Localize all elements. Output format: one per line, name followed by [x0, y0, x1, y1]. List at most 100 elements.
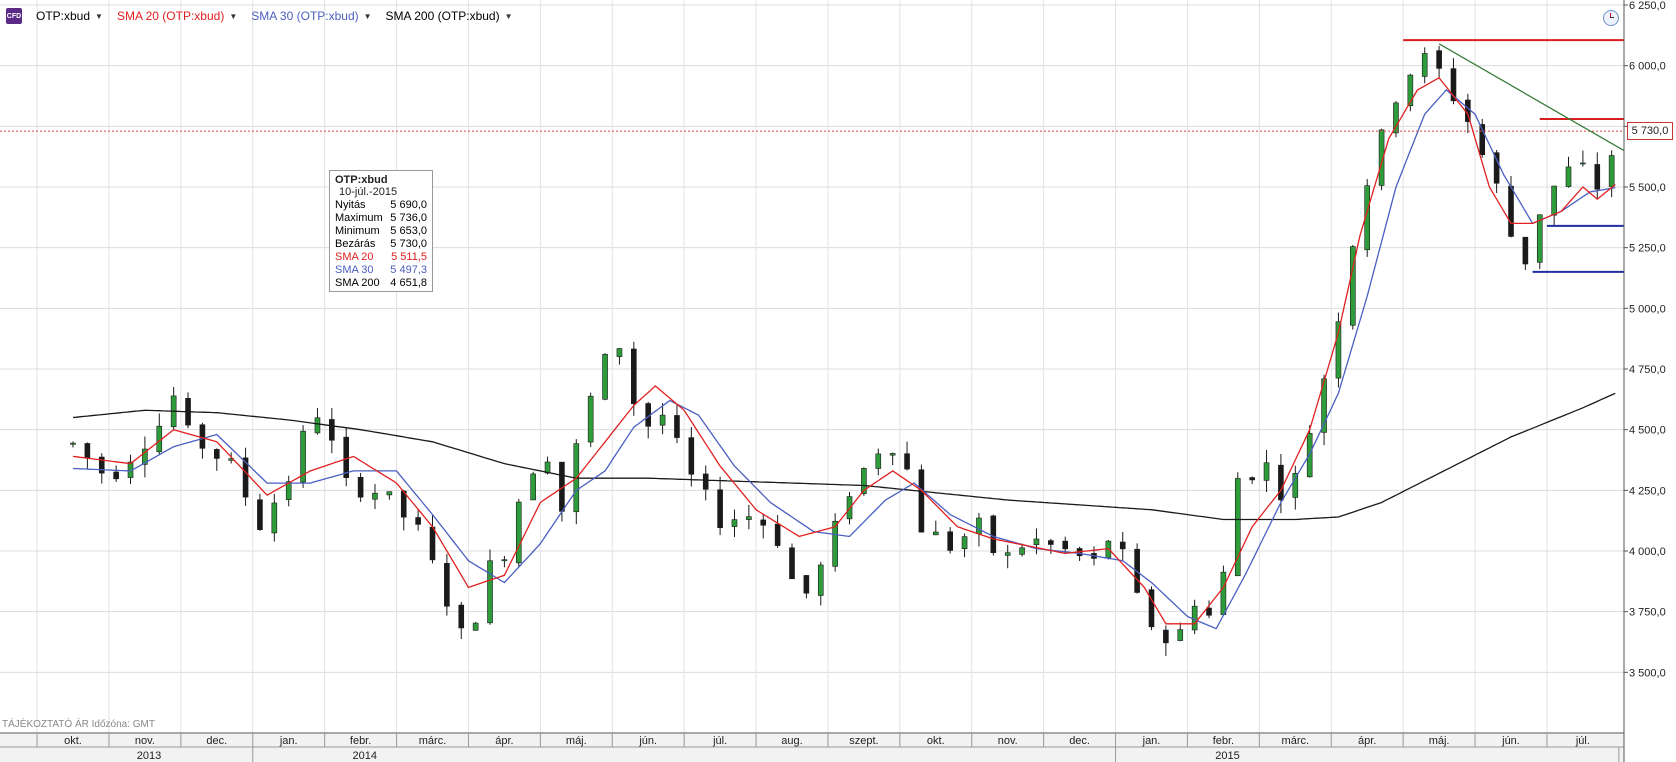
x-tick-label: szept. [849, 735, 878, 747]
candle-up [1177, 629, 1184, 641]
sma30-line [72, 88, 1616, 630]
infobox-row: Minimum 5 653,0 [335, 225, 427, 238]
legend-label-price: OTP:xbud [36, 9, 91, 23]
trendline [1438, 43, 1625, 152]
candle-up [932, 531, 939, 536]
candle-up [1407, 74, 1414, 107]
candle-down [1048, 540, 1054, 545]
x-tick-label: okt. [64, 735, 82, 747]
candle-up [731, 519, 738, 527]
candle-up [372, 492, 378, 500]
infobox-row: Nyitás 5 690,0 [335, 199, 427, 212]
candle-down [1508, 185, 1514, 237]
y-tick-label: 4 000,0 [1629, 546, 1666, 558]
candle-down [1119, 541, 1126, 550]
infobox-date: 10-júl.-2015 [339, 186, 398, 198]
x-tick-label: máj. [1429, 735, 1450, 747]
y-tick-label: 6 250,0 [1629, 0, 1666, 12]
candle-up [1004, 552, 1011, 556]
legend-item-sma30[interactable]: SMA 30 (OTP:xbud) ▼ [251, 9, 371, 23]
y-tick-label: 5 000,0 [1629, 303, 1666, 315]
legend-label-sma30: SMA 30 (OTP:xbud) [251, 9, 359, 23]
candle-down [1206, 607, 1212, 616]
data-infobox: OTP:xbud 10-júl.-2015 Nyitás 5 690,0 Maxim… [329, 170, 433, 292]
infobox-row-value: 5 736,0 [390, 212, 427, 224]
infobox-row-value: 5 690,0 [390, 199, 427, 211]
candle-down [918, 469, 925, 533]
chevron-down-icon[interactable]: ▼ [229, 11, 238, 21]
candle-up [1292, 473, 1299, 498]
x-tick-label: febr. [350, 735, 371, 747]
legend-bar: CFD OTP:xbud ▼ SMA 20 (OTP:xbud) ▼ SMA 3… [6, 6, 513, 26]
candle-down [329, 419, 335, 441]
candle-down [688, 437, 695, 475]
chevron-down-icon[interactable]: ▼ [363, 11, 372, 21]
cfd-icon[interactable]: CFD [6, 8, 22, 24]
x-tick-label: júl. [712, 735, 727, 747]
candle-down [631, 348, 637, 405]
candle-up [271, 502, 278, 534]
chevron-down-icon[interactable]: ▼ [504, 11, 513, 21]
candle-down [444, 563, 450, 607]
legend-label-sma20: SMA 20 (OTP:xbud) [116, 9, 225, 23]
candle-up [472, 622, 479, 631]
x-tick-label: jún. [1501, 735, 1520, 747]
infobox-row-label: Bezárás [335, 238, 376, 250]
candle-down [214, 449, 220, 459]
clock-icon[interactable] [1603, 10, 1619, 26]
y-tick-label: 4 750,0 [1629, 364, 1666, 376]
candle-down [1163, 629, 1169, 644]
candle-up [70, 442, 76, 445]
candle-down [789, 547, 795, 580]
candle-up [875, 453, 882, 469]
candle-down [1493, 152, 1500, 184]
candle-up [1565, 166, 1572, 187]
x-tick-label: nov. [998, 735, 1018, 747]
candle-up [1220, 571, 1227, 615]
infobox-row-label: Minimum [335, 225, 380, 237]
candle-down [199, 424, 206, 449]
infobox-row-label: SMA 30 [335, 264, 374, 276]
y-tick-label: 3 750,0 [1629, 607, 1666, 619]
legend-item-price[interactable]: OTP:xbud ▼ [36, 9, 103, 23]
legend-item-sma200[interactable]: SMA 200 (OTP:xbud) ▼ [386, 9, 513, 23]
candle-up [314, 417, 321, 434]
candle-up [285, 481, 292, 500]
candle-up [1421, 53, 1428, 77]
current-price-tag: 5 730,0 [1627, 122, 1673, 140]
chevron-down-icon[interactable]: ▼ [95, 11, 103, 21]
candle-down [760, 519, 767, 526]
candle-up [1378, 129, 1385, 186]
x-tick-label: aug. [781, 735, 802, 747]
candle-up [530, 473, 536, 501]
footer-note: TÁJÉKOZTATÓ ÁR Időzóna: GMT [2, 719, 155, 730]
x-tick-label: júl. [1575, 735, 1590, 747]
candle-up [487, 560, 493, 624]
candle-down [803, 575, 810, 594]
candle-up [817, 564, 824, 596]
x-tick-label: febr. [1213, 735, 1234, 747]
candle-up [515, 501, 522, 564]
legend-item-sma20[interactable]: SMA 20 (OTP:xbud) ▼ [117, 9, 237, 23]
candle-up [861, 468, 867, 495]
candle-down [257, 499, 263, 530]
year-label: 2015 [1215, 750, 1239, 762]
candle-up [659, 414, 666, 426]
y-tick-label: 5 250,0 [1629, 243, 1666, 255]
y-tick-label: 6 000,0 [1629, 61, 1666, 73]
candle-up [616, 348, 623, 357]
infobox-row-label: Maximum [335, 212, 383, 224]
year-label: 2014 [353, 750, 377, 762]
candle-up [1608, 155, 1615, 187]
candle-up [889, 453, 896, 456]
candle-down [990, 515, 997, 554]
candle-down [1594, 164, 1601, 190]
candle-down [1278, 464, 1284, 501]
candle-down [717, 489, 723, 528]
y-tick-label: 5 500,0 [1629, 182, 1666, 194]
x-tick-label: jún. [638, 735, 657, 747]
candle-up [1234, 478, 1241, 577]
plot-area [0, 0, 1624, 733]
